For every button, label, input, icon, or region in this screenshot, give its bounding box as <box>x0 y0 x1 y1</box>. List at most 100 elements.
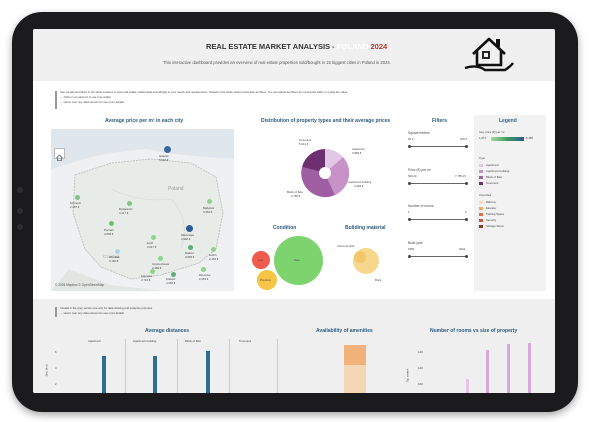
city-name: Radom <box>185 251 195 255</box>
city-value: 5,916 € <box>159 158 169 162</box>
filter-max[interactable]: 6 <box>465 210 467 214</box>
square-meters-slider[interactable] <box>408 145 468 148</box>
house-hand-logo-icon <box>464 37 514 72</box>
legend-item[interactable]: Storage Room <box>486 224 505 228</box>
city-dot[interactable] <box>188 245 193 250</box>
city-dot[interactable] <box>158 256 163 261</box>
instructions-line: → Click on an element to use it as a fil… <box>60 94 111 99</box>
distance-bar[interactable] <box>102 356 106 393</box>
legend-item[interactable]: Security <box>486 218 497 222</box>
amenities-bar-elevator[interactable] <box>344 345 366 365</box>
city-dot[interactable] <box>207 199 212 204</box>
page-title: REAL ESTATE MARKET ANALYSIS - POLAND 202… <box>206 43 387 51</box>
distance-column-header: Tenement <box>239 339 252 343</box>
build-year-slider[interactable] <box>408 255 468 258</box>
city-map[interactable]: Poland Czechia © 2025 Mapbox © OpenStree… <box>51 129 234 291</box>
filter-max[interactable]: 2024 <box>459 247 466 251</box>
rooms-range-bar[interactable] <box>507 344 510 393</box>
city-value: 4,966 € <box>181 237 191 241</box>
filter-min[interactable]: 520.20 <box>408 174 417 178</box>
legend-item[interactable]: Parking Space <box>486 212 505 216</box>
filter-max[interactable]: 150.0 <box>460 137 467 141</box>
legend-amenities-title: Amenities <box>479 193 492 197</box>
condition-bubble-premium[interactable] <box>257 270 277 290</box>
city-dot[interactable] <box>171 272 176 277</box>
city-name: Lublin <box>209 253 217 257</box>
filter-label: Build year <box>408 241 423 245</box>
slider-handle[interactable] <box>408 255 411 258</box>
city-name: Kraków <box>166 277 176 281</box>
filter-min[interactable]: 1850 <box>408 247 415 251</box>
city-dot[interactable] <box>115 249 120 254</box>
rooms-range-bar[interactable] <box>466 379 469 393</box>
rooms-range-bar[interactable] <box>528 343 531 393</box>
pie-slice-block-of-flats[interactable] <box>301 167 335 198</box>
slider-handle[interactable] <box>465 145 468 148</box>
price-slider[interactable] <box>408 182 468 185</box>
lower-note-line: → Hover over any data element to see mor… <box>60 310 124 315</box>
legend-item[interactable]: Apartment building <box>486 169 510 173</box>
slider-handle[interactable] <box>465 182 468 185</box>
material-bubble-concrete[interactable] <box>354 251 366 263</box>
pie-slice-tenement[interactable] <box>302 149 325 173</box>
title-prefix: REAL ESTATE MARKET ANALYSIS - <box>206 42 337 51</box>
rooms-slider[interactable] <box>408 218 468 221</box>
home-icon[interactable] <box>54 148 65 161</box>
distance-bar[interactable] <box>206 351 210 393</box>
sensor-dot <box>17 224 23 230</box>
lower-note-line: Visuals in the grey section are only for… <box>60 306 153 310</box>
condition-bubble-low[interactable] <box>252 251 270 269</box>
pie-slice-apartment[interactable] <box>325 148 343 173</box>
dashboard-screen: REAL ESTATE MARKET ANALYSIS - POLAND 202… <box>33 29 555 393</box>
city-dot[interactable] <box>75 195 80 200</box>
pie-value: 3,760 € <box>291 194 301 198</box>
column-divider <box>125 339 126 393</box>
legend-item[interactable]: Apartment <box>486 163 499 167</box>
distance-column-header: Block of flats <box>185 339 201 343</box>
rooms-range-bar[interactable] <box>486 350 489 393</box>
filter-min[interactable]: 1 <box>408 210 410 214</box>
city-dot[interactable] <box>127 201 132 206</box>
column-divider <box>229 339 230 393</box>
column-divider <box>277 339 278 393</box>
city-dot <box>164 146 171 153</box>
condition-label: Low <box>258 258 264 262</box>
legend-item[interactable]: Elevator <box>486 206 497 210</box>
city-name: Rzeszów <box>199 273 211 277</box>
legend-type-title: Type <box>479 156 486 160</box>
dashboard-header <box>33 29 555 81</box>
legend-item[interactable]: Balcony <box>486 200 496 204</box>
city-value: 3,868 € <box>104 232 114 236</box>
city-value: 3,363 € <box>203 210 213 214</box>
city-dot[interactable] <box>150 269 155 274</box>
city-name: Poznań <box>104 228 114 232</box>
distance-bar[interactable] <box>153 356 157 393</box>
city-dot[interactable] <box>151 235 156 240</box>
legend-item[interactable]: Block of flats <box>486 175 502 179</box>
city-name: Szczecin <box>70 201 82 205</box>
filter-min[interactable]: 25.0 <box>408 137 414 141</box>
city-dot[interactable] <box>186 225 193 232</box>
condition-bubble-new[interactable] <box>274 236 323 285</box>
pie-slice-apartment-building[interactable] <box>325 157 350 195</box>
city-dot[interactable] <box>211 247 216 252</box>
instructions-line: Use visuals and filters in the white sec… <box>60 90 349 94</box>
slider-handle[interactable] <box>465 218 468 221</box>
instructions-note: Use visuals and filters in the white sec… <box>55 91 348 109</box>
pie-title: Distribution of property types and their… <box>261 118 391 124</box>
filter-max[interactable]: 7,785.23 <box>455 174 466 178</box>
slider-handle[interactable] <box>408 145 411 148</box>
slider-handle[interactable] <box>408 182 411 185</box>
slider-handle[interactable] <box>465 255 468 258</box>
slider-handle[interactable] <box>408 218 411 221</box>
property-type-pie[interactable] <box>299 147 351 199</box>
camera-dot <box>17 187 23 193</box>
city-dot[interactable] <box>201 267 206 272</box>
city-value: 2,463 € <box>209 257 219 261</box>
city-name: Warszawa <box>181 233 194 237</box>
legend-item[interactable]: Tenement <box>486 181 499 185</box>
legend-gradient-bar <box>491 137 524 141</box>
sensor-dot <box>17 208 23 214</box>
filter-label: Price (€) per m² <box>408 168 431 172</box>
city-dot[interactable] <box>109 221 114 226</box>
